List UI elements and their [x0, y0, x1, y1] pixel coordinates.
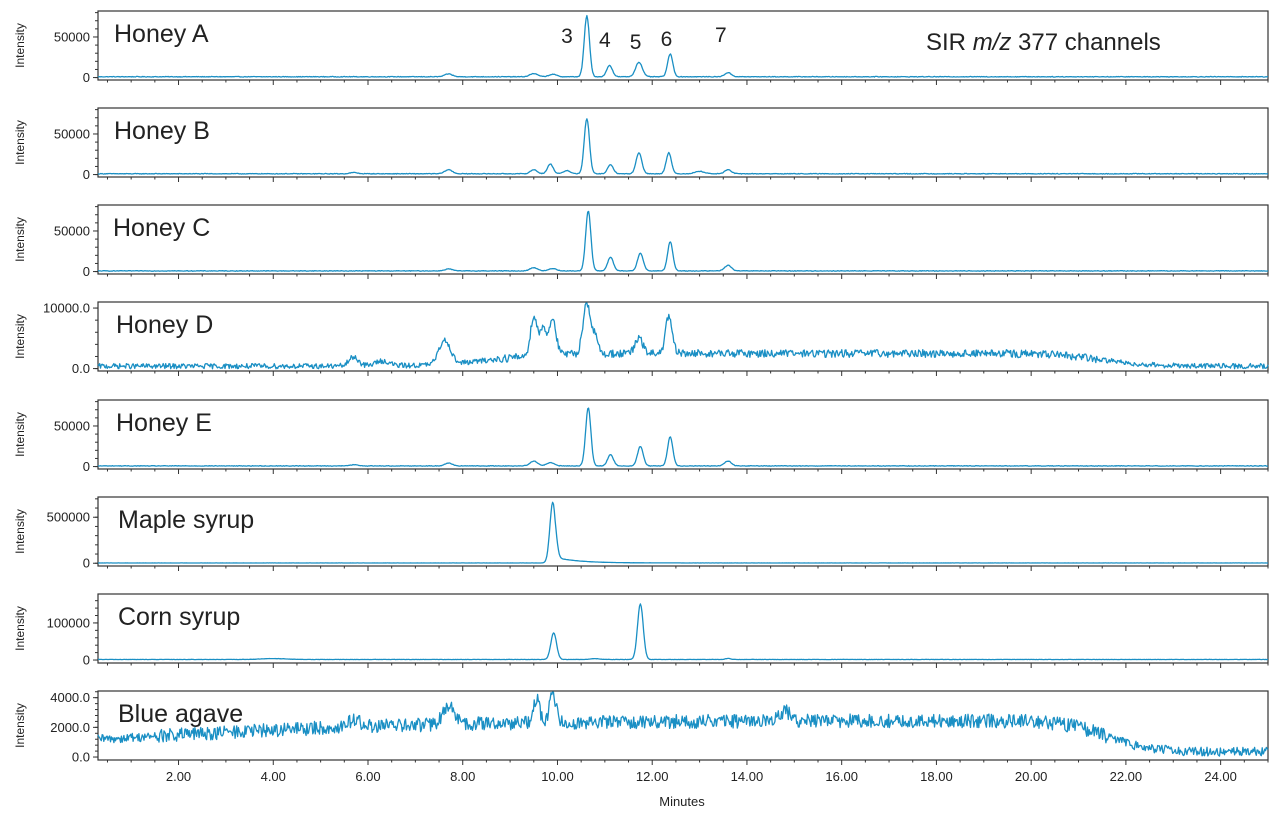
x-tick-label: 8.00 — [450, 769, 475, 784]
annotation-italic: m/z — [973, 29, 1012, 56]
x-tick-label: 2.00 — [166, 769, 191, 784]
x-tick-label: 12.00 — [636, 769, 669, 784]
y-axis-title: Intensity — [13, 23, 27, 68]
y-axis-title: Intensity — [13, 217, 27, 262]
chromatogram-trace — [97, 302, 1269, 370]
x-tick-label: 18.00 — [920, 769, 953, 784]
y-tick-label: 0.0 — [72, 361, 90, 376]
y-tick-label: 50000 — [54, 126, 90, 141]
y-tick-label: 0 — [83, 264, 90, 279]
y-axis-title: Intensity — [13, 509, 27, 554]
y-tick-label: 2000.0 — [50, 720, 90, 735]
annotation-prefix: SIR — [926, 29, 973, 56]
y-axis-title: Intensity — [13, 412, 27, 457]
chromatogram-trace — [97, 691, 1269, 757]
panel-honey-c: 0 50000 Intensity Honey C — [13, 204, 1269, 279]
x-axis: 2.00 4.00 6.00 8.00 10.00 12.00 14.00 16.00 18.0… — [166, 769, 1237, 784]
y-tick-label: 0 — [83, 167, 90, 182]
y-tick-label: 0 — [83, 653, 90, 668]
peak-label-3: 3 — [561, 25, 573, 48]
panel-frame — [97, 107, 1269, 178]
panel-frame — [97, 496, 1269, 567]
y-tick-label: 10000.0 — [43, 301, 90, 316]
y-tick-label: 0 — [83, 556, 90, 571]
panel-blue-agave: 0.0 2000.0 4000.0 Intensity Blue agave — [13, 690, 1269, 765]
panel-maple-syrup: 0 500000 Intensity Maple syrup — [13, 496, 1269, 571]
y-axis-title: Intensity — [13, 314, 27, 359]
y-tick-label: 100000 — [47, 615, 90, 630]
sample-label: Blue agave — [118, 700, 243, 728]
chromatogram-trace — [97, 603, 1268, 661]
sir-channel-annotation: SIR m/z 377 channels — [926, 29, 1161, 56]
sample-label: Honey A — [114, 20, 209, 48]
panel-honey-a: 0 50000 Intensity Honey A — [13, 10, 1269, 85]
y-tick-label: 50000 — [54, 223, 90, 238]
y-tick-label: 50000 — [54, 418, 90, 433]
sample-label: Honey D — [116, 311, 213, 339]
y-tick-label: 0 — [83, 70, 90, 85]
panel-honey-e: 0 50000 Intensity Honey E — [13, 399, 1269, 474]
y-axis-title: Intensity — [13, 703, 27, 748]
x-tick-label: 16.00 — [825, 769, 858, 784]
panel-frame — [97, 204, 1269, 275]
x-tick-label: 14.00 — [731, 769, 764, 784]
chromatogram-trace — [97, 14, 1268, 78]
y-tick-label: 50000 — [54, 29, 90, 44]
chromatogram-trace — [97, 501, 1269, 564]
peak-label-6: 6 — [661, 28, 673, 51]
panel-frame — [97, 593, 1269, 664]
sample-label: Corn syrup — [118, 603, 240, 631]
panel-honey-d: 0.0 10000.0 Intensity Honey D — [13, 301, 1269, 376]
x-tick-label: 22.00 — [1110, 769, 1143, 784]
panel-honey-b: 0 50000 Intensity Honey B — [13, 107, 1269, 182]
panel-frame — [97, 690, 1269, 761]
y-tick-label: 500000 — [47, 510, 90, 525]
peak-label-5: 5 — [630, 31, 642, 54]
y-tick-label: 0 — [83, 459, 90, 474]
x-tick-label: 24.00 — [1204, 769, 1237, 784]
panel-frame — [97, 301, 1269, 372]
chromatogram-trace — [97, 210, 1269, 272]
y-axis-title: Intensity — [13, 120, 27, 165]
sample-label: Honey B — [114, 117, 210, 145]
x-tick-label: 10.00 — [541, 769, 574, 784]
chromatogram-trace — [97, 118, 1269, 175]
panel-frame — [97, 399, 1269, 470]
sample-label: Honey C — [113, 214, 210, 242]
panel-corn-syrup: 0 100000 Intensity Corn syrup — [13, 593, 1269, 668]
x-tick-label: 4.00 — [261, 769, 286, 784]
y-axis-title: Intensity — [13, 606, 27, 651]
peak-label-4: 4 — [599, 29, 611, 52]
x-tick-label: 6.00 — [355, 769, 380, 784]
peak-label-7: 7 — [715, 24, 727, 47]
sample-label: Maple syrup — [118, 506, 254, 534]
annotation-suffix: 377 channels — [1011, 29, 1160, 56]
chromatogram-trace — [97, 407, 1269, 467]
x-axis-title: Minutes — [659, 794, 705, 809]
y-tick-label: 0.0 — [72, 750, 90, 765]
y-tick-label: 4000.0 — [50, 690, 90, 705]
sample-label: Honey E — [116, 409, 212, 437]
x-tick-label: 20.00 — [1015, 769, 1048, 784]
